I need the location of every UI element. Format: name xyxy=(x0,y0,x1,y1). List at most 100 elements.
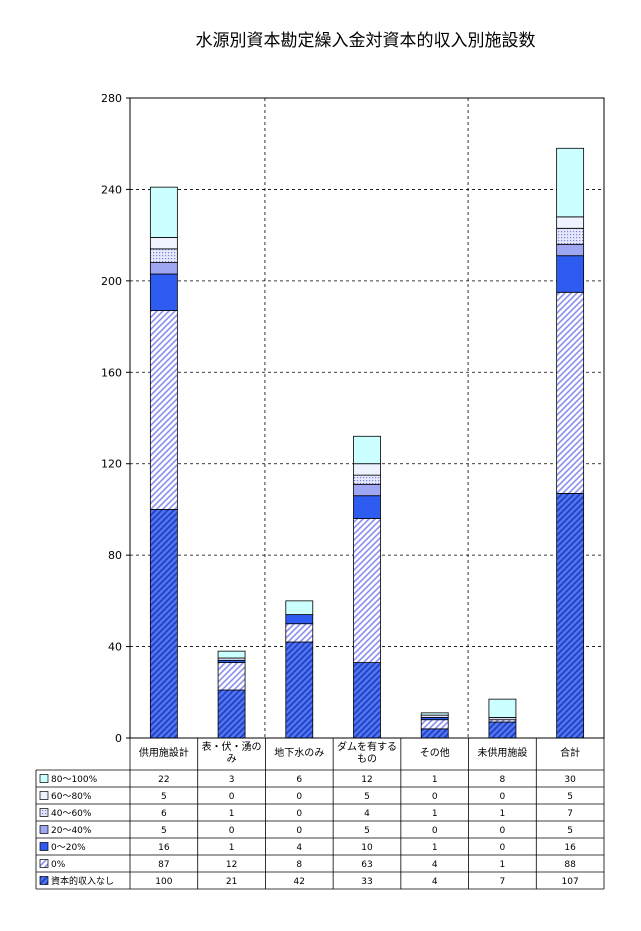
table-value: 12 xyxy=(226,860,237,870)
y-tick-label: 0 xyxy=(115,732,122,745)
table-value: 107 xyxy=(562,877,579,887)
legend-swatch xyxy=(39,791,49,800)
table-value: 0 xyxy=(500,792,506,802)
table-value: 7 xyxy=(500,877,506,887)
chart-title: 水源別資本勘定繰入金対資本的収入別施設数 xyxy=(195,31,536,51)
table-value: 12 xyxy=(361,775,372,785)
table-value: 33 xyxy=(361,877,372,887)
legend-swatch xyxy=(39,774,49,783)
table-value: 5 xyxy=(161,792,167,802)
table-value: 1 xyxy=(432,775,438,785)
bar-segment xyxy=(353,518,381,663)
legend-swatch xyxy=(39,808,49,817)
y-tick-label: 160 xyxy=(101,366,122,379)
table-value: 30 xyxy=(564,775,576,785)
category-label: 表・伏・湧の xyxy=(202,740,262,753)
y-tick-label: 80 xyxy=(108,549,122,562)
table-value: 4 xyxy=(432,877,438,887)
bar-segment xyxy=(149,248,178,263)
bar-segment xyxy=(556,243,585,257)
bar-segment xyxy=(353,495,381,519)
table-value: 4 xyxy=(296,843,302,853)
bar-segment xyxy=(353,463,381,476)
category-label: 供用施設計 xyxy=(139,746,189,759)
bar-segment xyxy=(488,721,517,739)
table-value: 4 xyxy=(432,860,438,870)
bar-segment xyxy=(556,147,585,218)
y-tick-label: 120 xyxy=(101,458,122,471)
y-tick-label: 280 xyxy=(101,92,122,105)
table-value: 8 xyxy=(500,775,506,785)
table-value: 6 xyxy=(296,775,302,785)
table-value: 0 xyxy=(500,843,506,853)
table-value: 5 xyxy=(567,792,573,802)
table-value: 0 xyxy=(432,792,438,802)
legend-label: 0% xyxy=(51,860,66,870)
bar-segment xyxy=(149,310,178,510)
bar-segment xyxy=(285,600,314,615)
bar-segment xyxy=(149,237,178,250)
y-tick-label: 40 xyxy=(108,641,122,654)
table-value: 5 xyxy=(364,792,370,802)
bar-segment xyxy=(353,435,381,465)
bar-segment xyxy=(149,262,178,275)
legend-swatch xyxy=(39,859,49,868)
category-label: み xyxy=(227,754,237,765)
table-value: 0 xyxy=(296,809,302,819)
bar-segment xyxy=(285,614,314,625)
table-value: 42 xyxy=(294,877,305,887)
legend-swatch xyxy=(39,842,49,851)
bar-segment xyxy=(149,273,178,311)
table-value: 5 xyxy=(567,826,573,836)
table-value: 1 xyxy=(229,843,235,853)
table-value: 0 xyxy=(500,826,506,836)
y-tick-label: 200 xyxy=(101,275,122,288)
category-label: その他 xyxy=(420,746,450,759)
table-value: 5 xyxy=(161,826,167,836)
legend-label: 資本的収入なし xyxy=(51,875,114,887)
table-value: 6 xyxy=(161,809,167,819)
table-value: 1 xyxy=(432,809,438,819)
legend-swatch xyxy=(39,876,49,885)
category-label: 未供用施設 xyxy=(477,746,527,759)
table-value: 0 xyxy=(229,826,235,836)
bar-segment xyxy=(420,719,449,730)
table-value: 100 xyxy=(155,877,172,887)
bar-segment xyxy=(217,650,246,659)
legend-label: 0～20% xyxy=(51,843,86,853)
bar-segment xyxy=(420,712,449,716)
category-label: 合計 xyxy=(560,746,580,759)
bar-segment xyxy=(556,216,585,229)
category-label: ダムを有する xyxy=(337,740,397,753)
table-value: 4 xyxy=(364,809,370,819)
table-value: 1 xyxy=(500,809,506,819)
bar-segment xyxy=(285,623,314,643)
table-value: 7 xyxy=(567,809,573,819)
y-tick-label: 240 xyxy=(101,183,122,196)
table-value: 5 xyxy=(364,826,370,836)
table-value: 22 xyxy=(158,775,169,785)
bar-segment xyxy=(353,483,381,497)
bar-segment xyxy=(217,662,246,691)
table-value: 10 xyxy=(361,843,373,853)
bar-segment xyxy=(285,641,314,739)
bar-segment xyxy=(149,509,178,739)
category-label: 地下水のみ xyxy=(274,746,324,759)
table-value: 21 xyxy=(226,877,237,887)
legend-swatch xyxy=(39,825,49,834)
table-value: 0 xyxy=(296,826,302,836)
table-value: 0 xyxy=(432,826,438,836)
legend-label: 80～100% xyxy=(51,775,98,785)
bar-segment xyxy=(420,728,449,739)
bar-segment xyxy=(556,255,585,293)
legend-label: 20～40% xyxy=(51,826,92,836)
table-value: 16 xyxy=(158,843,170,853)
bar-segment xyxy=(353,474,381,485)
table-value: 0 xyxy=(229,792,235,802)
table-value: 87 xyxy=(158,860,169,870)
bar-segment xyxy=(353,662,381,739)
table-value: 3 xyxy=(229,775,235,785)
table-value: 1 xyxy=(229,809,235,819)
category-label: もの xyxy=(357,753,377,765)
